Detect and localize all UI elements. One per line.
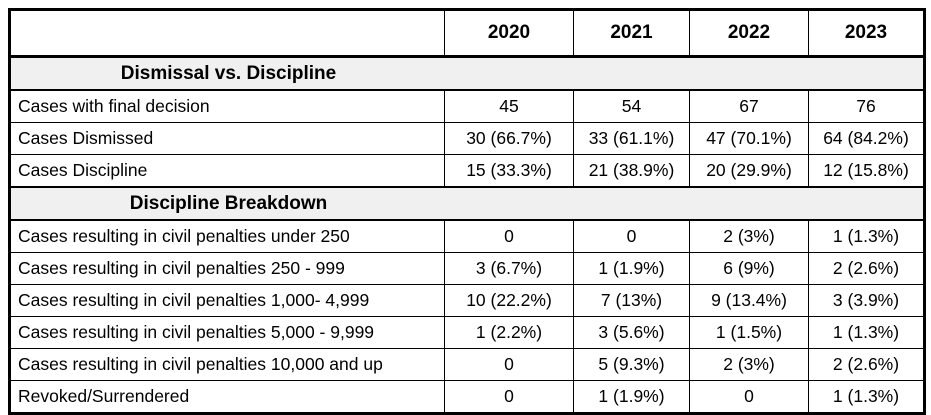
statistics-table: 2020 2021 2022 2023 Dismissal vs. Discip… — [8, 8, 926, 415]
cell-value: 2 (3%) — [689, 348, 809, 381]
cell-value: 47 (70.1%) — [689, 122, 809, 155]
row-label: Cases Dismissed — [9, 122, 445, 155]
row-label: Cases Discipline — [9, 154, 445, 188]
section-title: Dismissal vs. Discipline — [120, 63, 337, 84]
cell-value: 67 — [689, 89, 809, 123]
cell-value: 1 (1.9%) — [573, 380, 690, 414]
cell-value: 33 (61.1%) — [573, 122, 690, 155]
row-label: Cases resulting in civil penalties 5,000… — [9, 316, 445, 349]
cell-value: 64 (84.2%) — [808, 122, 925, 155]
cell-value: 30 (66.7%) — [444, 122, 574, 155]
table-row: Cases resulting in civil penalties 1,000… — [9, 284, 925, 317]
row-label: Cases resulting in civil penalties 1,000… — [9, 284, 445, 317]
cell-value: 10 (22.2%) — [444, 284, 574, 317]
cell-value: 3 (5.6%) — [573, 316, 690, 349]
table-row: Cases resulting in civil penalties 250 -… — [9, 252, 925, 285]
cell-value: 21 (38.9%) — [573, 154, 690, 188]
cell-value: 9 (13.4%) — [689, 284, 809, 317]
cell-value: 1 (1.3%) — [808, 380, 925, 414]
table-row: Cases Discipline 15 (33.3%) 21 (38.9%) 20 (… — [9, 154, 925, 188]
section-cell: Dismissal vs. Discipline — [9, 55, 925, 91]
cell-value: 1 (1.3%) — [808, 316, 925, 349]
cell-value: 0 — [573, 219, 690, 253]
row-label: Revoked/Surrendered — [9, 380, 445, 414]
cell-value: 1 (2.2%) — [444, 316, 574, 349]
header-year-2022: 2022 — [689, 9, 809, 58]
header-year-2020: 2020 — [444, 9, 574, 58]
cell-value: 1 (1.3%) — [808, 219, 925, 253]
cell-value: 2 (2.6%) — [808, 348, 925, 381]
cell-value: 1 (1.9%) — [573, 252, 690, 285]
header-year-2023: 2023 — [808, 9, 925, 58]
cell-value: 6 (9%) — [689, 252, 809, 285]
table-row: Cases Dismissed 30 (66.7%) 33 (61.1%) 47 (7… — [9, 122, 925, 155]
cell-value: 12 (15.8%) — [808, 154, 925, 188]
cell-value: 0 — [444, 380, 574, 414]
cell-value: 0 — [444, 219, 574, 253]
section-row: Dismissal vs. Discipline — [9, 55, 925, 91]
table-row: Revoked/Surrendered 0 1 (1.9%) 0 1 (1.3%) — [9, 380, 925, 414]
cell-value: 3 (3.9%) — [808, 284, 925, 317]
cell-value: 20 (29.9%) — [689, 154, 809, 188]
cell-value: 2 (3%) — [689, 219, 809, 253]
cell-value: 5 (9.3%) — [573, 348, 690, 381]
header-empty-cell — [9, 9, 445, 58]
header-row: 2020 2021 2022 2023 — [9, 9, 925, 58]
row-label: Cases resulting in civil penalties under… — [9, 219, 445, 253]
cell-value: 54 — [573, 89, 690, 123]
header-year-2021: 2021 — [573, 9, 690, 58]
table-row: Cases with final decision 45 54 67 76 — [9, 89, 925, 123]
section-title: Discipline Breakdown — [129, 193, 328, 214]
row-label: Cases with final decision — [9, 89, 445, 123]
cell-value: 15 (33.3%) — [444, 154, 574, 188]
cell-value: 2 (2.6%) — [808, 252, 925, 285]
cell-value: 7 (13%) — [573, 284, 690, 317]
section-row: Discipline Breakdown — [9, 186, 925, 221]
cell-value: 3 (6.7%) — [444, 252, 574, 285]
section-cell: Discipline Breakdown — [9, 186, 925, 221]
cell-value: 0 — [444, 348, 574, 381]
table-row: Cases resulting in civil penalties 10,00… — [9, 348, 925, 381]
cell-value: 0 — [689, 380, 809, 414]
table-row: Cases resulting in civil penalties 5,000… — [9, 316, 925, 349]
row-label: Cases resulting in civil penalties 10,00… — [9, 348, 445, 381]
cell-value: 45 — [444, 89, 574, 123]
table-row: Cases resulting in civil penalties under… — [9, 219, 925, 253]
cell-value: 1 (1.5%) — [689, 316, 809, 349]
row-label: Cases resulting in civil penalties 250 -… — [9, 252, 445, 285]
cell-value: 76 — [808, 89, 925, 123]
